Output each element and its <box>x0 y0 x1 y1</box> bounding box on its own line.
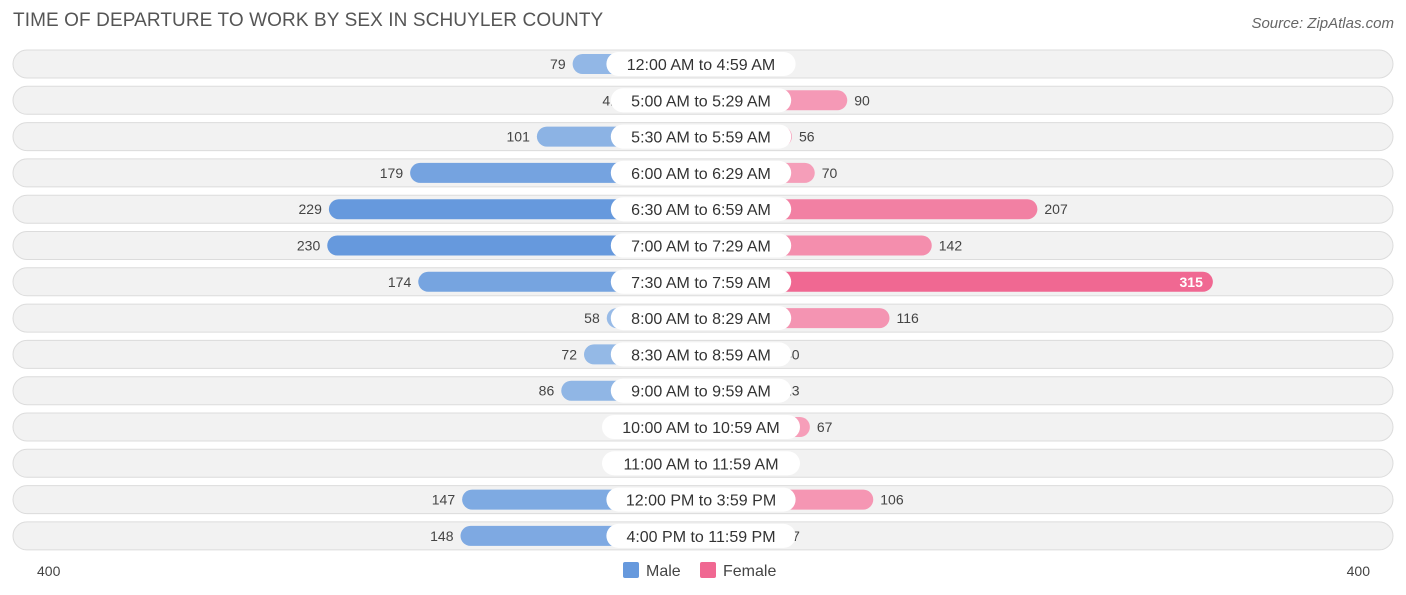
category-pill <box>610 378 792 403</box>
legend-female-swatch <box>700 562 716 578</box>
male-value-label: 86 <box>539 383 555 399</box>
category-label: 7:30 AM to 7:59 AM <box>631 275 771 292</box>
female-value-label: 142 <box>939 238 963 254</box>
legend-female-label: Female <box>723 563 776 580</box>
female-value-label: 56 <box>799 129 815 145</box>
category-pill <box>610 124 792 149</box>
chart-title: TIME OF DEPARTURE TO WORK BY SEX IN SCHU… <box>13 10 604 31</box>
category-pill <box>602 451 800 476</box>
category-label: 12:00 AM to 4:59 AM <box>627 57 776 74</box>
category-label: 4:00 PM to 11:59 PM <box>626 529 775 546</box>
category-label: 12:00 PM to 3:59 PM <box>626 493 776 510</box>
category-pill <box>610 306 792 331</box>
category-label: 8:30 AM to 8:59 AM <box>631 347 771 364</box>
category-pill <box>610 160 792 185</box>
male-value-label: 174 <box>388 274 412 290</box>
category-label: 9:00 AM to 9:59 AM <box>631 384 771 401</box>
female-value-label: 67 <box>817 419 833 435</box>
male-value-label: 148 <box>430 528 454 544</box>
male-value-label: 147 <box>432 492 456 508</box>
category-pill <box>610 233 792 258</box>
female-value-label: 106 <box>880 492 904 508</box>
female-value-label: 70 <box>822 165 838 181</box>
male-bar <box>328 199 701 220</box>
category-pill <box>610 342 792 367</box>
category-pill <box>602 415 800 439</box>
male-value-label: 229 <box>299 201 323 217</box>
axis-right-label: 400 <box>1347 563 1371 579</box>
male-value-label: 79 <box>550 56 566 72</box>
category-label: 10:00 AM to 10:59 AM <box>622 420 779 437</box>
category-label: 8:00 AM to 8:29 AM <box>631 311 771 328</box>
category-label: 5:00 AM to 5:29 AM <box>631 93 771 110</box>
category-pill <box>606 52 796 76</box>
legend-male-swatch <box>623 562 639 578</box>
female-value-label: 207 <box>1044 201 1068 217</box>
axis-left-label: 400 <box>37 563 61 579</box>
source-label: Source: ZipAtlas.com <box>1251 15 1394 32</box>
legend: Male Female <box>623 562 776 580</box>
male-value-label: 230 <box>297 238 321 254</box>
male-value-label: 179 <box>380 165 404 181</box>
legend-male-label: Male <box>646 563 681 580</box>
female-value-label: 116 <box>897 310 920 326</box>
category-pill <box>610 197 792 222</box>
category-pill <box>606 487 796 512</box>
category-label: 6:30 AM to 6:59 AM <box>631 202 771 219</box>
male-bar <box>327 235 701 256</box>
category-label: 7:00 AM to 7:29 AM <box>631 239 771 256</box>
female-bar <box>701 271 1213 292</box>
category-pill <box>606 523 796 548</box>
male-value-label: 101 <box>507 129 531 145</box>
female-value-label: 90 <box>854 92 870 108</box>
category-pill <box>610 269 792 294</box>
category-label: 6:00 AM to 6:29 AM <box>631 166 771 183</box>
male-value-label: 58 <box>584 310 600 326</box>
category-pill <box>610 88 792 113</box>
male-value-label: 72 <box>561 346 577 362</box>
category-label: 11:00 AM to 11:59 AM <box>623 456 778 473</box>
female-value-label: 315 <box>1180 274 1204 290</box>
category-label: 5:30 AM to 5:59 AM <box>631 130 771 147</box>
